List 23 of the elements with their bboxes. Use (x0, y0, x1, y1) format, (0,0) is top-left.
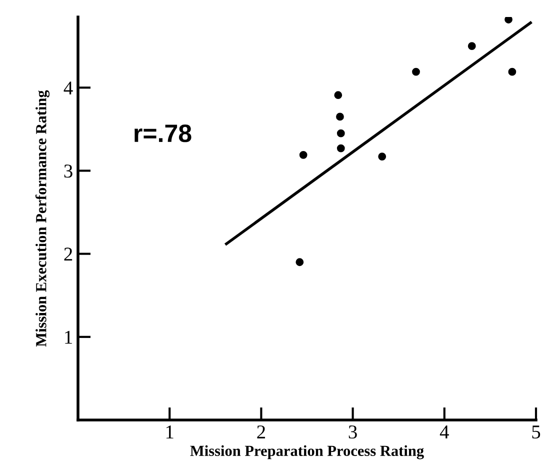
point (504, 17, 512, 24)
annotation: r=.78 (134, 124, 192, 142)
point (468, 42, 476, 50)
point (336, 144, 345, 152)
x-tick-label: 3 (348, 425, 357, 439)
point (299, 150, 308, 159)
x-tick-label: 2 (257, 425, 265, 438)
y-tick-label: 2 (64, 248, 72, 261)
point (336, 129, 345, 138)
point (296, 258, 304, 266)
y-tick-label: 1 (65, 330, 72, 344)
point (412, 68, 420, 76)
y-tick-label: 3 (64, 164, 72, 178)
y-tick-label: 4 (64, 82, 73, 94)
y-axis-title: Mission Execution Performance Rating (35, 90, 50, 347)
x-tick-label: 1 (166, 426, 174, 438)
point (378, 152, 386, 161)
x-tick-label: 5 (532, 426, 540, 439)
point (334, 91, 342, 100)
x-axis-title: Mission Preparation Process Rating (190, 445, 424, 460)
x-tick-label: 4 (440, 426, 449, 438)
point (336, 112, 344, 121)
point (508, 68, 516, 76)
